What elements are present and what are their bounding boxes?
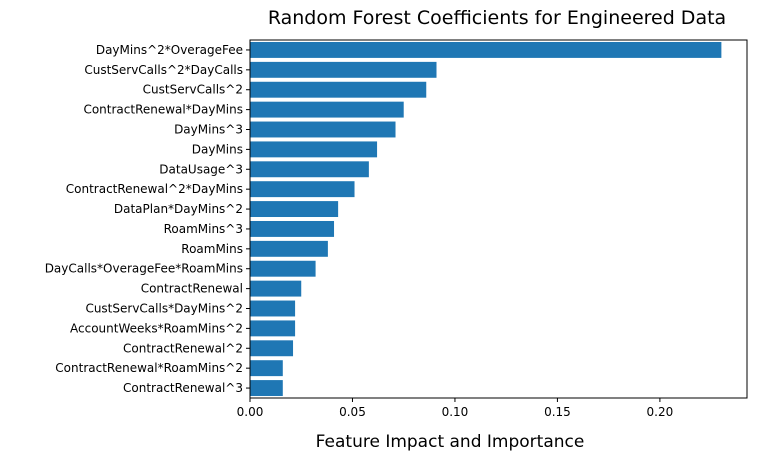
bar [250,141,378,158]
y-tick-label: DayMins^3 [174,123,243,137]
bars-layer [250,41,722,397]
y-tick-label: ContractRenewal*RoamMins^2 [55,361,243,375]
bar [250,380,283,397]
y-tick-label: DataUsage^3 [159,162,243,176]
y-tick-label: ContractRenewal^3 [123,381,243,395]
bar [250,61,437,78]
y-tick-label: DataPlan*DayMins^2 [114,202,243,216]
y-tick-label: ContractRenewal^2 [123,341,243,355]
y-tick-label: DayCalls*OverageFee*RoamMins [45,262,243,276]
y-tick-label: AccountWeeks*RoamMins^2 [70,321,243,335]
x-tick-label: 0.20 [647,405,674,419]
bar [250,161,369,178]
bar [250,240,328,257]
y-tick-label: CustServCalls^2*DayCalls [84,63,243,77]
bar [250,320,296,337]
y-tick-label: CustServCalls^2 [143,83,243,97]
bar [250,360,283,377]
bar [250,220,335,237]
axes-layer: DayMins^2*OverageFee CustServCalls^2*DayC… [45,39,748,419]
x-axis-label: Feature Impact and Importance [316,432,585,452]
plot-frame [249,39,748,399]
y-tick-label: DayMins [192,142,243,156]
bar [250,81,427,98]
bar [250,121,396,138]
x-tick-label: 0.15 [544,405,571,419]
y-tick-label: ContractRenewal [141,282,243,296]
bar [250,340,294,357]
bar [250,101,404,118]
y-tick-label: ContractRenewal^2*DayMins [66,182,243,196]
y-tick-label: RoamMins [181,242,243,256]
y-tick-label: CustServCalls*DayMins^2 [85,302,243,316]
bar [250,280,302,297]
bar [250,181,355,198]
y-tick-label: DayMins^2*OverageFee [96,43,243,57]
bar [250,201,339,218]
bar [250,260,316,277]
x-tick-label: 0.05 [339,405,366,419]
x-tick-label: 0.10 [442,405,469,419]
chart-title: Random Forest Coefficients for Engineere… [268,7,726,29]
y-tick-label: RoamMins^3 [164,222,243,236]
x-tick-label: 0.00 [237,405,264,419]
bar [250,41,722,58]
y-tick-label: ContractRenewal*DayMins [83,103,243,117]
bar [250,300,296,317]
